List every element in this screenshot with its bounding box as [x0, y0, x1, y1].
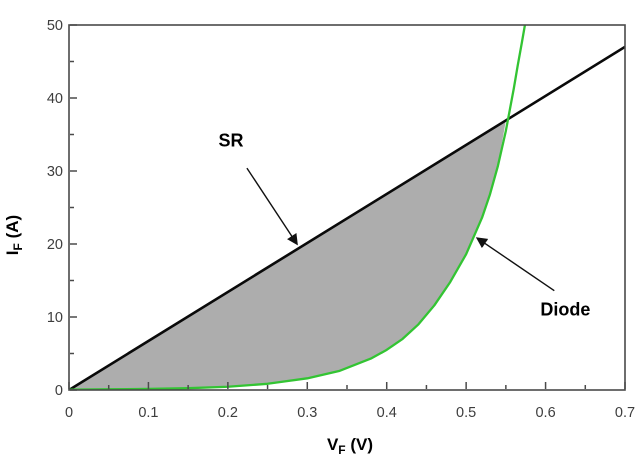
- y-axis-title-symbol: I: [2, 250, 22, 256]
- sr-curve-label: SR: [218, 130, 244, 151]
- y-axis-title-subscript: F: [11, 243, 26, 251]
- x-tick-label: 0.3: [297, 405, 317, 421]
- x-tick-label: 0: [65, 405, 73, 421]
- x-tick-labels: 0 0.1 0.2 0.3 0.4 0.5 0.6 0.7: [65, 405, 635, 421]
- y-tick-label: 10: [47, 310, 63, 326]
- y-tick-label: 40: [47, 91, 63, 107]
- series-layer: [69, 25, 625, 390]
- x-tick-label: 0.2: [218, 405, 238, 421]
- x-axis-title: VF (V): [327, 435, 373, 457]
- sr-curve: [69, 45, 625, 390]
- y-tick-label: 50: [47, 18, 63, 34]
- x-tick-label: 0.7: [615, 405, 635, 421]
- diode-annotation-arrow: [475, 237, 555, 292]
- plot-frame: [68, 24, 626, 391]
- diode-curve: [69, 25, 527, 390]
- x-tick-label: 0.4: [377, 405, 397, 421]
- x-tick-label: 0.5: [456, 405, 476, 421]
- y-tick-label: 0: [55, 383, 63, 399]
- sr-annotation-arrow: [246, 167, 298, 246]
- x-axis-title-subscript: F: [338, 443, 346, 458]
- y-axis-title-units: (A): [2, 214, 22, 244]
- diode-curve-label: Diode: [540, 299, 591, 320]
- y-axis-title: IF (A): [3, 215, 25, 255]
- x-axis-title-symbol: V: [326, 434, 339, 454]
- x-tick-label: 0.1: [138, 405, 158, 421]
- x-axis-title-units: (V): [345, 434, 374, 454]
- y-tick-labels: 0 10 20 30 40 50: [47, 18, 63, 399]
- y-tick-label: 30: [47, 164, 63, 180]
- axis-ticks: [68, 24, 626, 391]
- x-tick-label: 0.6: [535, 405, 555, 421]
- y-tick-label: 20: [47, 237, 63, 253]
